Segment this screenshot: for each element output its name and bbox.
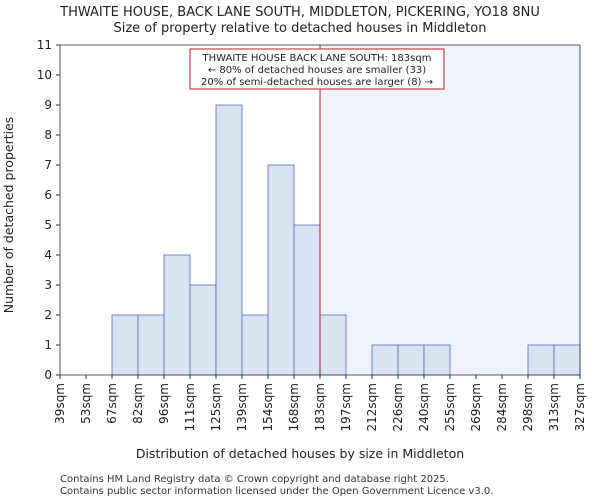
- y-tick-label: 11: [37, 38, 52, 52]
- annotation-line-3: 20% of semi-detached houses are larger (…: [201, 77, 433, 88]
- chart-title: THWAITE HOUSE, BACK LANE SOUTH, MIDDLETO…: [59, 5, 540, 20]
- annotation-line-2: ← 80% of detached houses are smaller (33…: [208, 65, 426, 76]
- annotation-box: THWAITE HOUSE BACK LANE SOUTH: 183sqm ← …: [189, 48, 445, 90]
- footer-line-1: Contains HM Land Registry data © Crown c…: [60, 474, 449, 485]
- y-tick-label: 2: [44, 308, 52, 322]
- above-threshold-shade: [320, 45, 580, 375]
- bar-82sqm: [137, 314, 165, 376]
- y-tick-label: 1: [44, 338, 52, 352]
- bar-298sqm: [527, 344, 555, 376]
- chart-subtitle: Size of property relative to detached ho…: [113, 21, 486, 36]
- x-tick-label: 240sqm: [417, 383, 431, 431]
- x-tick-label: 327sqm: [573, 383, 587, 431]
- annotation-border: [189, 48, 445, 90]
- bar-96sqm: [163, 254, 191, 376]
- y-axis-label: Number of detached properties: [1, 117, 16, 314]
- x-tick-label: 154sqm: [261, 383, 275, 431]
- annotation-line-1: THWAITE HOUSE BACK LANE SOUTH: 183sqm: [202, 53, 432, 64]
- x-tick-label: 96sqm: [157, 383, 171, 424]
- x-tick-label: 168sqm: [287, 383, 301, 431]
- x-tick-label: 53sqm: [79, 383, 93, 424]
- bar-183sqm: [319, 314, 347, 376]
- bar-240sqm: [423, 344, 451, 376]
- footer-line-2: Contains public sector information licen…: [60, 486, 493, 497]
- x-tick-label: 313sqm: [547, 383, 561, 431]
- x-tick-label: 212sqm: [365, 383, 379, 431]
- x-tick-label: 111sqm: [183, 383, 197, 431]
- x-tick-label: 67sqm: [105, 383, 119, 424]
- bar-139sqm: [241, 314, 269, 376]
- bars-group: [111, 104, 581, 376]
- x-tick-label: 39sqm: [53, 383, 67, 424]
- x-tick-label: 197sqm: [339, 383, 353, 431]
- y-tick-label: 5: [44, 218, 52, 232]
- x-tick-label: 82sqm: [131, 383, 145, 424]
- x-tick-label: 183sqm: [313, 383, 327, 431]
- y-tick-label: 4: [44, 248, 52, 262]
- bar-212sqm: [371, 344, 399, 376]
- x-tick-label: 284sqm: [495, 383, 509, 431]
- bar-125sqm: [215, 104, 243, 376]
- bar-226sqm: [397, 344, 425, 376]
- y-tick-label: 8: [44, 128, 52, 142]
- y-tick-label: 9: [44, 98, 52, 112]
- x-tick-label: 125sqm: [209, 383, 223, 431]
- y-tick-label: 10: [37, 68, 52, 82]
- bar-313sqm: [553, 344, 581, 376]
- x-axis-label: Distribution of detached houses by size …: [136, 446, 464, 461]
- bar-67sqm: [111, 314, 139, 376]
- y-axis-ticks: 0 1 2 3 4 5 6 7 8 9 10 11: [37, 38, 60, 382]
- x-tick-label: 139sqm: [235, 383, 249, 431]
- y-tick-label: 7: [44, 158, 52, 172]
- y-tick-label: 0: [44, 368, 52, 382]
- y-tick-label: 3: [44, 278, 52, 292]
- bar-168sqm: [293, 224, 321, 376]
- x-axis-ticks: 39sqm 53sqm 67sqm 82sqm 96sqm 111sqm 125sqm 139…: [53, 375, 587, 431]
- y-tick-label: 6: [44, 188, 52, 202]
- bar-111sqm: [189, 284, 217, 376]
- x-tick-label: 298sqm: [521, 383, 535, 431]
- x-tick-label: 226sqm: [391, 383, 405, 431]
- x-tick-label: 269sqm: [469, 383, 483, 431]
- x-tick-label: 255sqm: [443, 383, 457, 431]
- bar-154sqm: [267, 164, 295, 376]
